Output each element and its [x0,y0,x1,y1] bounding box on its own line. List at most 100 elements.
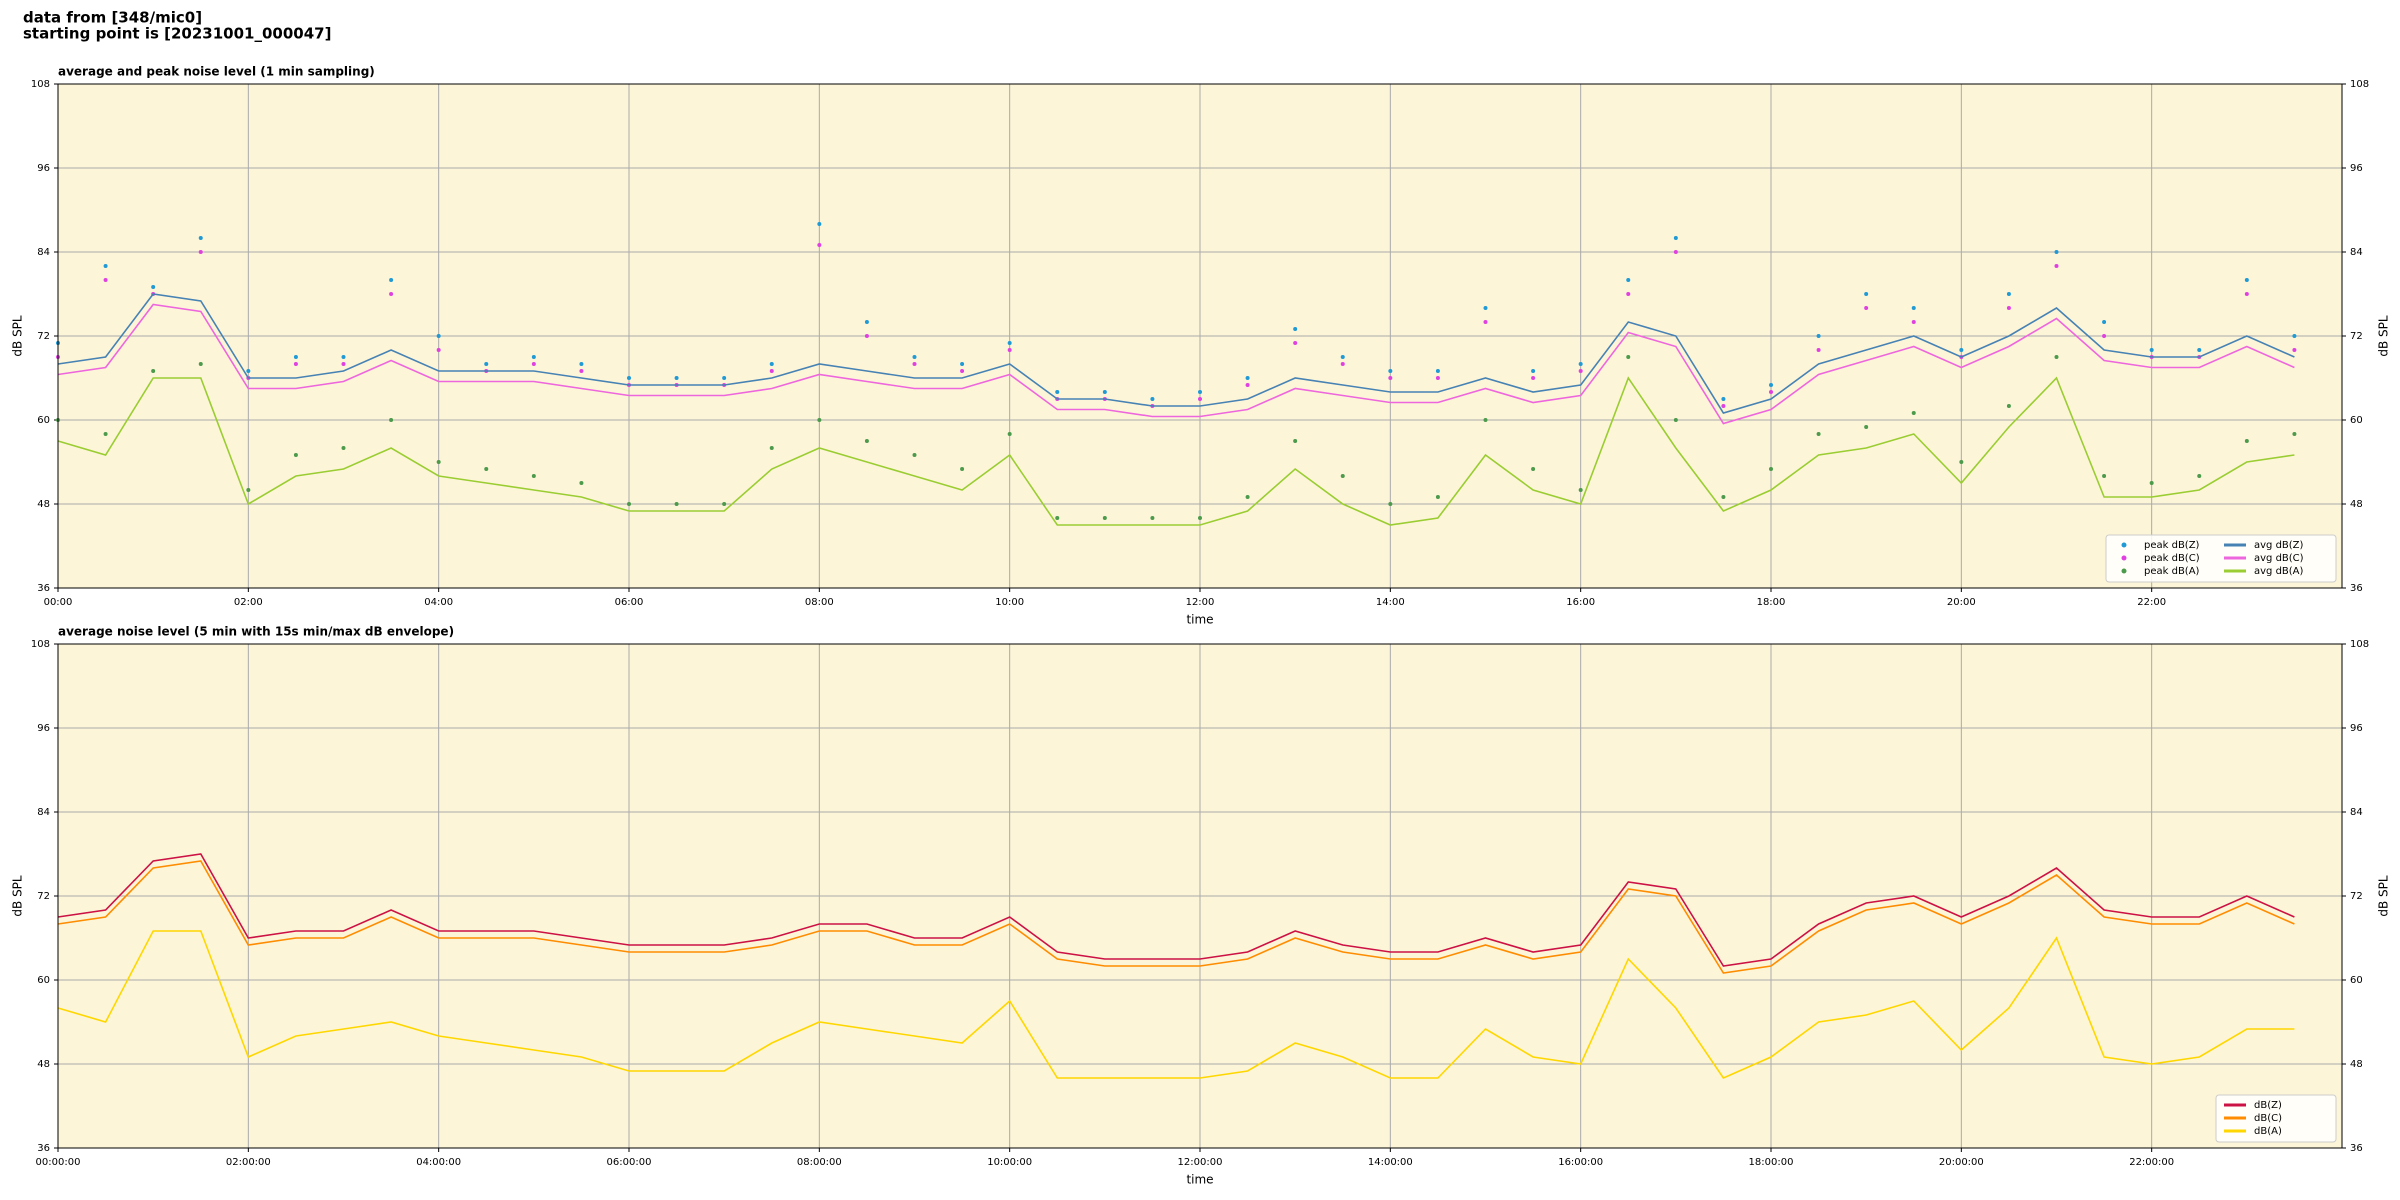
y-tick-label: 60 [2350,415,2363,426]
peak-point [1816,432,1821,436]
peak-point [769,362,774,366]
peak-point [341,355,346,359]
peak-point [817,243,822,247]
x-tick-label: 12:00 [1186,597,1215,608]
peak-point [1245,376,1250,380]
peak-point [1245,383,1250,387]
peak-point [198,236,203,240]
legend-label: peak dB(C) [2144,553,2200,564]
peak-point [579,481,584,485]
peak-point [1864,425,1869,429]
x-tick-label: 00:00:00 [36,1157,81,1168]
peak-point [1626,278,1631,282]
peak-point [674,376,679,380]
peak-point [722,376,727,380]
x-tick-label: 12:00:00 [1178,1157,1223,1168]
peak-point [2292,334,2297,338]
x-tick-label: 04:00:00 [416,1157,461,1168]
peak-point [1578,362,1583,366]
peak-point [2292,348,2297,352]
peak-point [1816,348,1821,352]
peak-point [1578,488,1583,492]
peak-point [293,362,298,366]
legend-marker [2121,568,2127,574]
y-tick-label: 60 [2350,975,2363,986]
peak-point [769,446,774,450]
y-axis-label: dB SPL [11,315,25,357]
peak-point [484,362,489,366]
y-tick-label: 72 [37,891,50,902]
x-tick-label: 20:00:00 [1939,1157,1984,1168]
peak-point [2006,404,2011,408]
peak-point [2006,306,2011,310]
legend-label: peak dB(Z) [2144,540,2200,551]
series-line [57,293,2295,414]
peak-point [436,334,441,338]
y-axis-label: dB SPL [11,875,25,917]
peak-point [1626,292,1631,296]
peak-point [1150,397,1155,401]
y-tick-label: 48 [37,499,50,510]
y-tick-label: 60 [37,975,50,986]
peak-point [1435,369,1440,373]
y-tick-label: 48 [2350,1059,2363,1070]
peak-point [198,362,203,366]
peak-point [103,278,108,282]
series-line [57,303,2295,425]
peak-point [1293,439,1298,443]
x-axis-label: time [1186,1173,1213,1187]
peak-point [2006,292,2011,296]
header-line: starting point is [20231001_000047] [23,25,331,43]
series-line [57,853,2295,967]
peak-point [341,446,346,450]
peak-point [2197,474,2202,478]
peak-point [1340,362,1345,366]
peak-point [293,453,298,457]
peak-point [912,362,917,366]
peak-point [1483,320,1488,324]
peak-point [1055,516,1060,520]
x-axis-label: time [1186,613,1213,627]
peak-point [674,502,679,506]
peak-point [1769,383,1773,387]
x-tick-label: 16:00 [1566,597,1595,608]
legend-label: dB(C) [2254,1113,2282,1124]
peak-point [1388,502,1393,506]
peak-point [627,376,631,380]
y-tick-label: 108 [2350,79,2369,90]
peak-point [1864,292,1869,296]
y-tick-label: 48 [37,1059,50,1070]
series-line [57,860,2295,974]
x-tick-label: 10:00:00 [987,1157,1032,1168]
peak-point [1911,411,1916,415]
x-tick-label: 18:00:00 [1749,1157,1794,1168]
legend-label: peak dB(A) [2144,566,2200,577]
peak-point [1198,397,1202,401]
y-tick-label: 36 [37,1143,50,1154]
y-tick-label: 72 [2350,331,2363,342]
y-axis-label: dB SPL [2377,875,2391,917]
peak-point [817,418,822,422]
y-axis-label: dB SPL [2377,315,2391,357]
peak-point [769,369,774,373]
peak-point [960,467,965,471]
y-tick-label: 36 [2350,583,2363,594]
peak-point [2054,355,2059,359]
peak-point [2102,474,2107,478]
peak-point [1102,390,1107,394]
peak-point [1102,516,1107,520]
peak-point [1911,306,1916,310]
x-tick-label: 18:00 [1757,597,1786,608]
peak-point [436,348,441,352]
peak-point [1959,348,1964,352]
legend-marker [2121,542,2127,548]
legend-marker [2121,555,2127,561]
peak-point [1673,236,1678,240]
peak-point [579,362,584,366]
chart-title: average and peak noise level (1 min samp… [58,65,375,79]
peak-point [1340,355,1345,359]
y-tick-label: 96 [37,163,50,174]
y-tick-label: 60 [37,415,50,426]
peak-point [1435,495,1440,499]
